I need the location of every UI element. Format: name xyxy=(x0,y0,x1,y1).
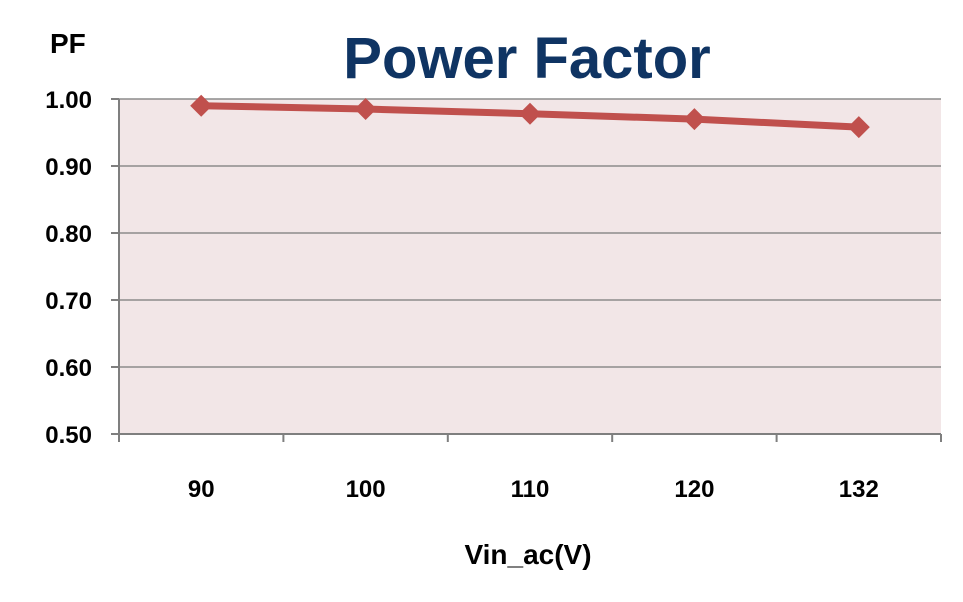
x-tick-label: 120 xyxy=(674,476,714,503)
data-point xyxy=(354,98,377,121)
data-point xyxy=(190,94,213,117)
gridlines xyxy=(119,98,941,368)
y-tick-label: 0.60 xyxy=(45,355,92,382)
y-axis-title: PF xyxy=(50,28,86,59)
chart-title: Power Factor xyxy=(343,26,710,91)
y-tick-label: 0.90 xyxy=(45,154,92,181)
y-tick-labels: 0.50 0.60 0.70 0.80 0.90 1.00 xyxy=(45,87,119,449)
y-tick-label: 1.00 xyxy=(45,87,92,114)
x-tick-label: 132 xyxy=(839,476,879,503)
y-tick-label: 0.70 xyxy=(45,288,92,315)
x-tick-labels: 90 100 110 120 132 xyxy=(118,434,942,503)
x-axis-title: Vin_ac(V) xyxy=(464,539,591,570)
data-point xyxy=(847,116,870,139)
x-tick-label: 90 xyxy=(188,476,215,503)
y-tick-label: 0.80 xyxy=(45,221,92,248)
x-tick-label: 100 xyxy=(346,476,386,503)
x-tick-label: 110 xyxy=(511,476,550,503)
data-point xyxy=(683,108,706,131)
series-group xyxy=(190,94,870,139)
y-tick-label: 0.50 xyxy=(45,422,92,449)
plot-area xyxy=(119,99,941,434)
data-point xyxy=(519,102,541,125)
